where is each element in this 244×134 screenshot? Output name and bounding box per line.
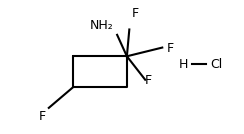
Text: F: F: [132, 7, 139, 20]
Text: H: H: [178, 58, 188, 71]
Text: F: F: [167, 42, 174, 55]
Text: F: F: [39, 110, 46, 123]
Text: NH₂: NH₂: [89, 19, 113, 32]
Text: F: F: [145, 74, 152, 87]
Text: Cl: Cl: [210, 58, 222, 71]
